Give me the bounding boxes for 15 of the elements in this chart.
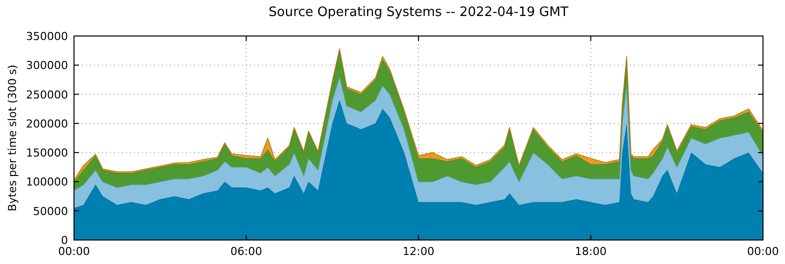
- y-tick-label: 250000: [26, 88, 68, 102]
- x-tick-label: 06:00: [230, 245, 262, 258]
- x-tick-label: 00:00: [747, 245, 779, 258]
- y-tick-label: 50000: [33, 204, 68, 218]
- y-tick-label: 350000: [26, 30, 68, 43]
- y-tick-label: 200000: [26, 117, 68, 130]
- y-tick-label: 0: [61, 234, 68, 247]
- y-tick-label: 150000: [26, 146, 68, 160]
- y-tick-label: 300000: [26, 59, 68, 72]
- y-axis-title: Bytes per time slot (300 s): [6, 64, 19, 212]
- x-tick-label: 18:00: [574, 245, 607, 258]
- y-tick-label: 100000: [26, 176, 68, 189]
- chart-title: Source Operating Systems -- 2022-04-19 GMT: [268, 5, 568, 20]
- x-tick-label: 12:00: [402, 245, 434, 258]
- x-tick-label: 00:00: [58, 245, 90, 258]
